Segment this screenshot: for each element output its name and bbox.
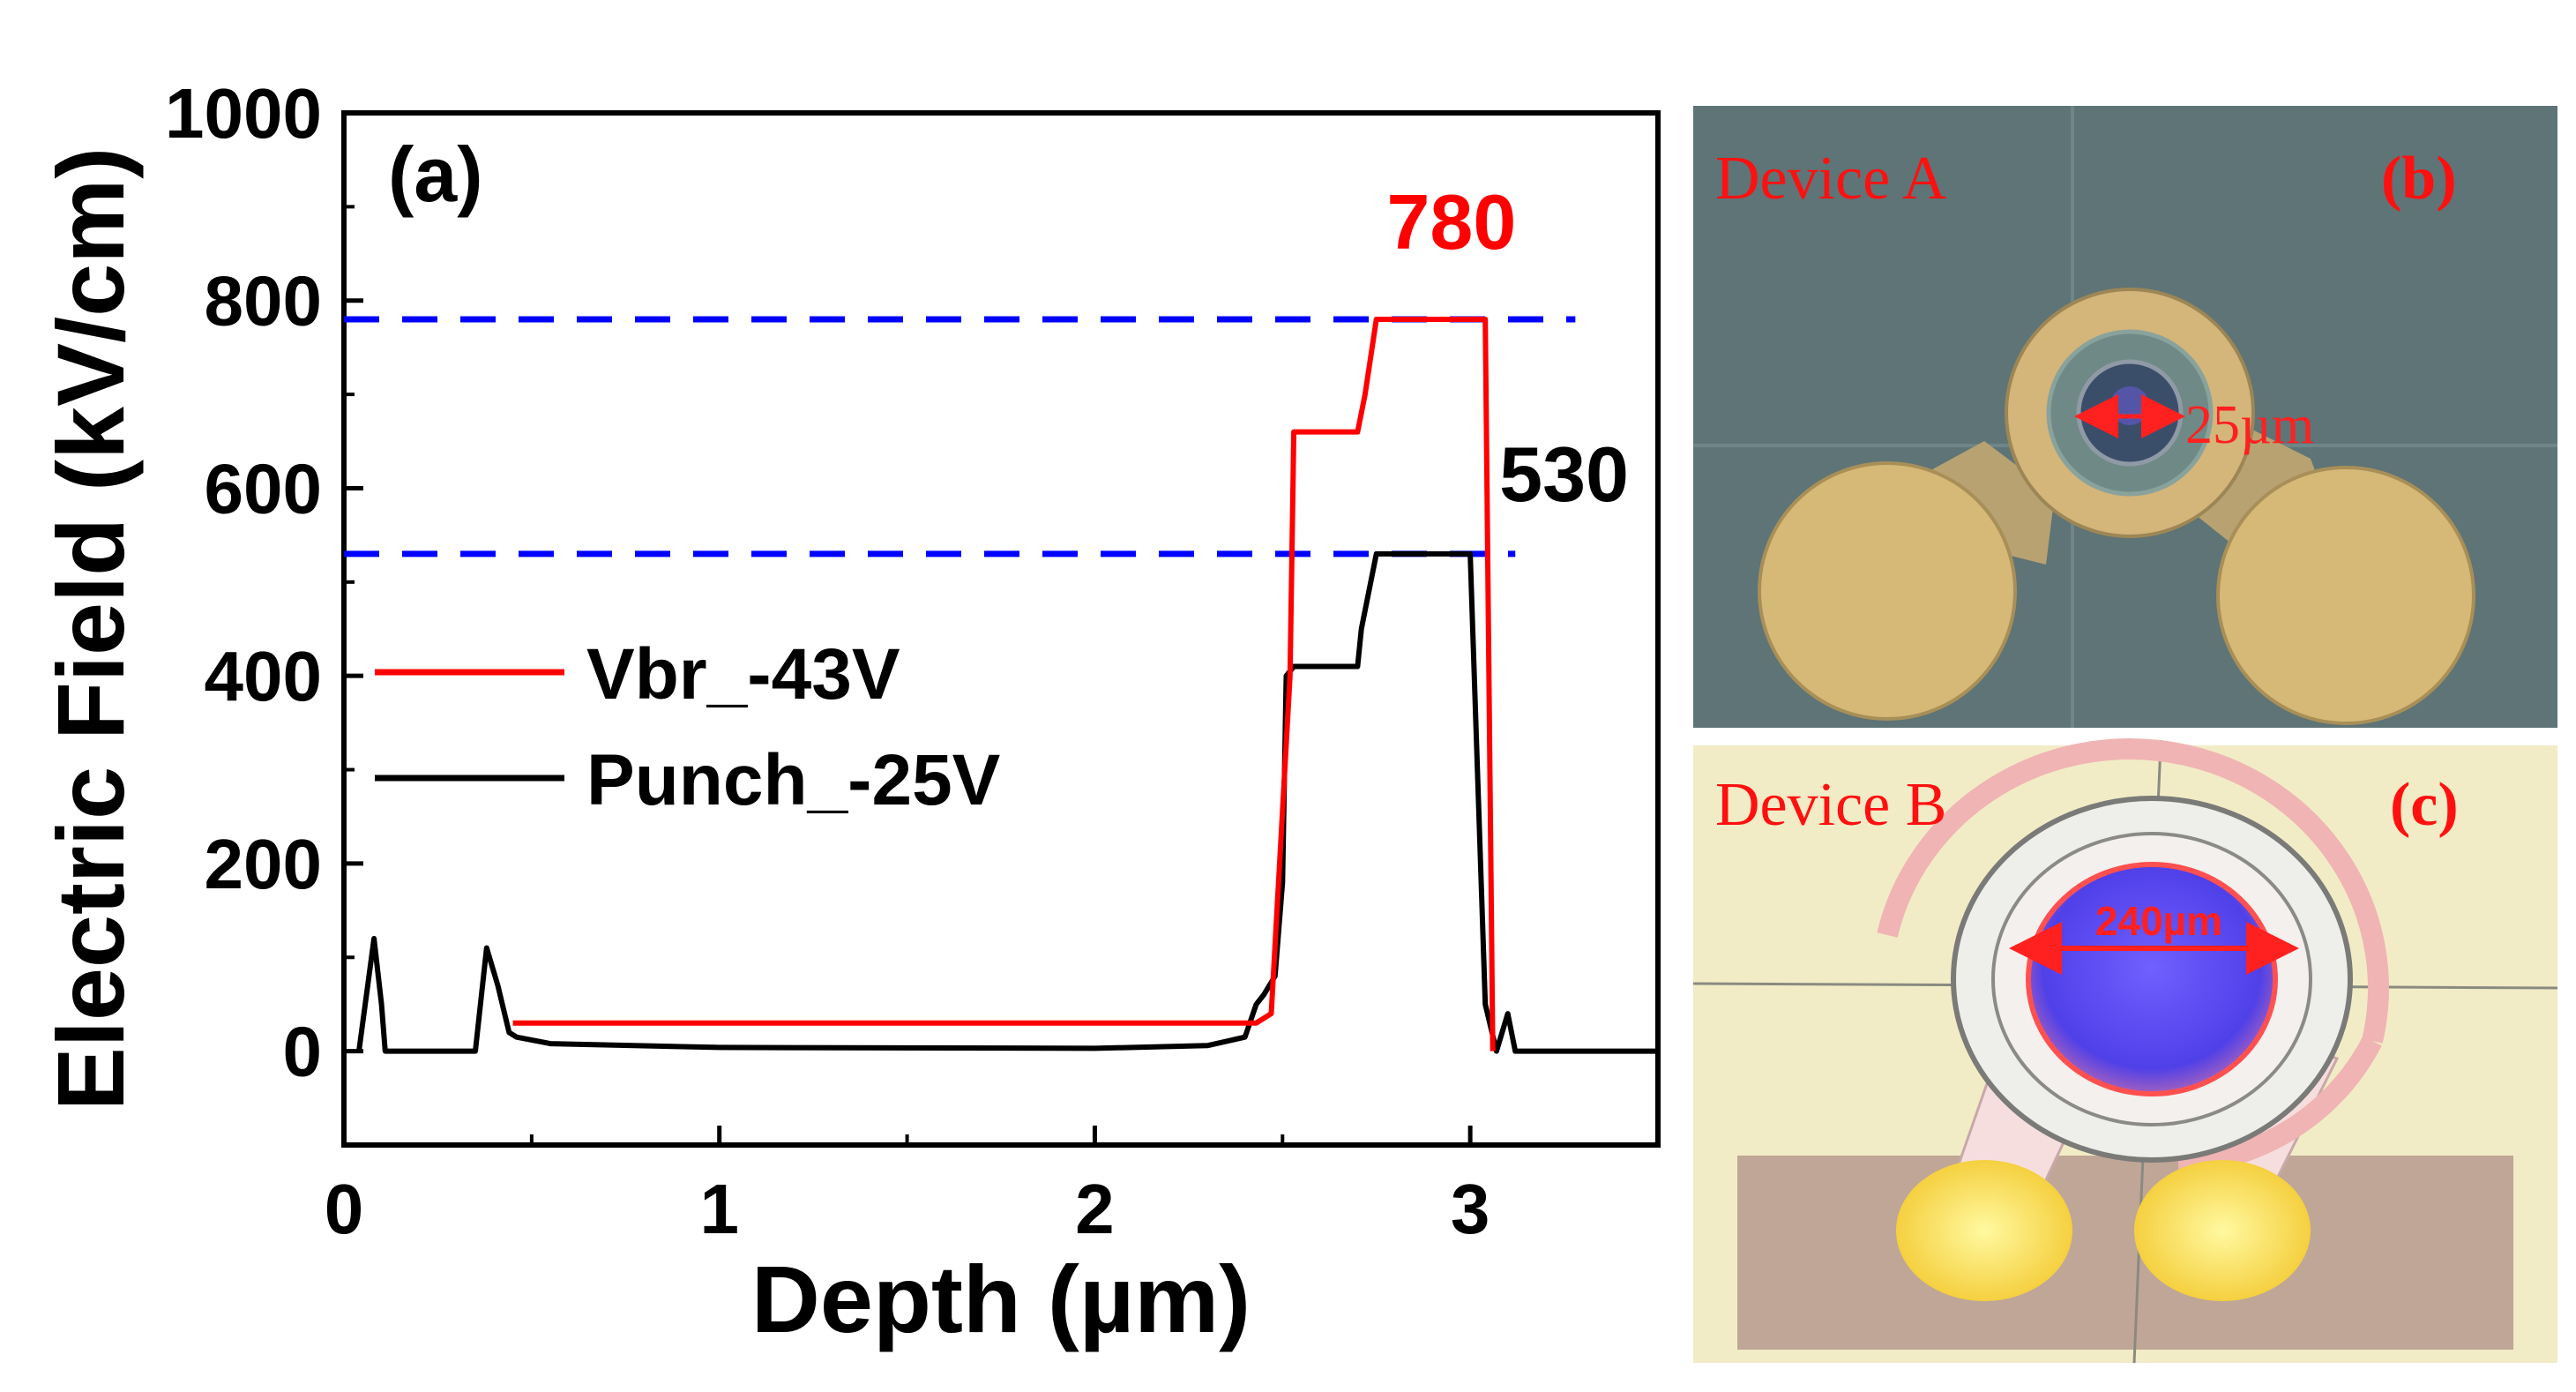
reference-lines [344,316,1576,558]
dimension-label-240um: 240µm [2095,898,2222,944]
right-contact-pad [2169,415,2475,725]
device-a-photo: 25µm Device A (b) [1693,106,2557,728]
y-tick-label: 1000 [165,74,322,153]
plot-frame [341,110,1661,1148]
device-a-label: Device A [1715,145,1947,213]
y-tick-label: 200 [205,825,322,903]
series-group [356,317,1658,1054]
device-b-label: Device B [1715,771,1946,839]
series-line-Punch_-25V [356,550,1658,1054]
y-tick-label: 400 [205,637,322,715]
panel-label-b: (b) [2381,145,2457,213]
x-axis-title: Depth (µm) [751,1246,1251,1352]
x-tick-label: 1 [699,1170,739,1248]
legend: Vbr_-43V Punch_-25V [375,634,1001,820]
legend-label-Vbr_-43V: Vbr_-43V [586,634,900,715]
device-b-photo: 240µm Device B (c) [1692,737,2558,1364]
electric-field-chart: 0 200 400 600 800 1000 0 1 2 3 780 530 (a) Vbr_-4… [37,74,1661,1352]
x-tick-label: 2 [1075,1170,1115,1248]
x-tick-label: 0 [325,1170,364,1248]
y-tick-label: 600 [205,449,322,528]
reference-labels: 780 530 [1386,178,1629,518]
reference-label-780: 780 [1386,178,1516,266]
dimension-label-25um: 25µm [2185,395,2314,455]
y-tick-label: 0 [283,1013,323,1091]
y-axis-ticks: 0 200 400 600 800 1000 [165,74,363,1091]
panel-label-c: (c) [2390,771,2459,839]
panel-label-a: (a) [388,131,483,218]
left-contact-pad [1758,441,2055,721]
y-tick-label: 800 [205,262,322,341]
legend-label-Punch_-25V: Punch_-25V [586,740,1001,820]
y-axis-title: Electric Field (kV/cm) [37,147,144,1111]
reference-label-530: 530 [1499,430,1629,518]
series-line-Vbr_-43V [512,317,1496,1051]
x-axis-ticks: 0 1 2 3 [325,1126,1490,1248]
x-tick-label: 3 [1451,1170,1490,1248]
